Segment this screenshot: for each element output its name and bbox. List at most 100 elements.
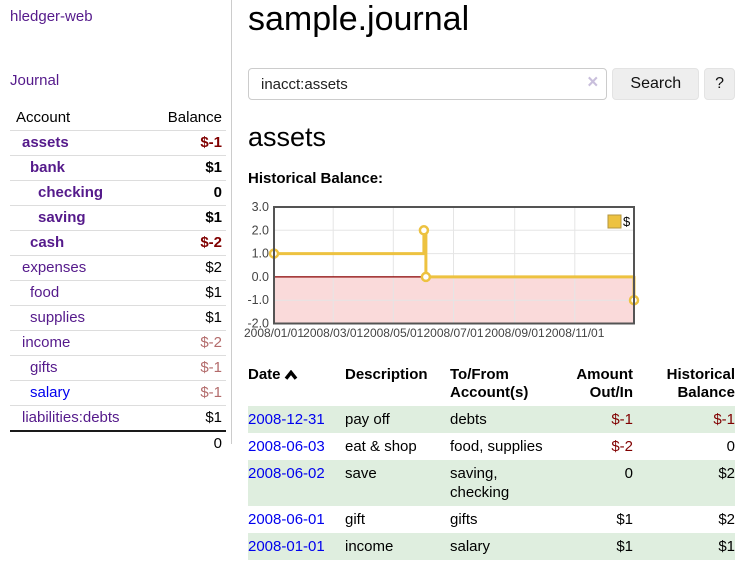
register-row: 2008-01-01 income salary $1 $1 (248, 533, 735, 560)
app-brand-link[interactable]: hledger-web (10, 8, 93, 25)
account-heading: assets (248, 122, 327, 152)
account-balance: 0 (147, 180, 226, 206)
account-link[interactable]: income (22, 334, 71, 351)
legend-swatch (607, 214, 622, 229)
x-tick-label: 2008/03/01 (303, 326, 363, 340)
register-accounts: gifts (450, 511, 478, 528)
account-row: salary $-1 (10, 380, 226, 406)
account-row: expenses $2 (10, 255, 226, 281)
search-button[interactable]: Search (612, 68, 700, 100)
account-link[interactable]: supplies (30, 309, 86, 326)
account-balance: $1 (147, 405, 226, 431)
register-col-description: Description (345, 366, 428, 383)
account-link[interactable]: cash (30, 234, 65, 251)
chart-border (273, 206, 635, 325)
account-row: food $1 (10, 280, 226, 306)
chart-svg: $2008/01/01 2008/03/01 2008/05/01 2008/07/0… (244, 200, 640, 340)
register-amount: $1 (616, 538, 633, 555)
account-link[interactable]: food (30, 284, 60, 301)
account-row: bank $1 (10, 155, 226, 181)
register-description: pay off (345, 411, 390, 428)
y-tick-label: -1.0 (247, 293, 269, 307)
data-point (418, 225, 430, 236)
register-accounts: salary (450, 538, 491, 555)
register-row: 2008-06-01 gift gifts $1 $2 (248, 506, 735, 533)
search-input[interactable] (248, 68, 608, 100)
register-balance: $1 (718, 538, 735, 555)
register-amount: $-2 (611, 438, 633, 455)
account-row: liabilities:debts $1 (10, 405, 226, 431)
register-amount: $-1 (611, 411, 633, 428)
x-tick-label: 2008/05/01 (363, 326, 423, 340)
legend-label: $ (623, 214, 631, 229)
account-balance: $-1 (147, 355, 226, 381)
accounts-header-account: Account (10, 106, 148, 131)
register-description: eat & shop (345, 438, 417, 455)
account-row: saving $1 (10, 205, 226, 231)
y-tick-label: 3.0 (252, 200, 269, 214)
account-link[interactable]: gifts (30, 359, 58, 376)
accounts-header-balance: Balance (147, 106, 226, 131)
account-row: income $-2 (10, 330, 226, 356)
register-table: Date Description To/From Account(s) Amount … (248, 360, 735, 560)
account-balance: $1 (147, 155, 226, 181)
register-row: 2008-06-03 eat & shop food, supplies $-2 0 (248, 433, 735, 460)
sort-asc-icon (284, 369, 297, 380)
x-tick-label: 2008/01/01 (244, 326, 304, 340)
register-col-amount: Amount Out/In (576, 366, 633, 401)
account-link[interactable]: checking (38, 184, 104, 201)
accounts-total-row: 0 (10, 430, 226, 456)
register-description: gift (345, 511, 366, 528)
sidebar: hledger-web Journal Account Balance asse… (0, 0, 232, 456)
register-date-link[interactable]: 2008-06-03 (248, 438, 325, 455)
help-button[interactable]: ? (704, 68, 735, 100)
app: hledger-web Journal Account Balance asse… (0, 0, 735, 560)
register-amount: $1 (616, 511, 633, 528)
register-date-link[interactable]: 2008-06-01 (248, 511, 325, 528)
account-balance: $-2 (147, 330, 226, 356)
account-link[interactable]: expenses (22, 259, 87, 276)
register-date-link[interactable]: 2008-06-02 (248, 465, 325, 482)
y-tick-label: -2.0 (247, 317, 269, 331)
register-description: income (345, 538, 394, 555)
register-row: 2008-12-31 pay off debts $-1 $-1 (248, 406, 735, 433)
register-col-date[interactable]: Date (248, 360, 345, 406)
search-bar: × Search ? (248, 68, 735, 100)
register-amount: 0 (624, 465, 633, 482)
x-tick-label: 2008/09/01 (485, 326, 545, 340)
register-balance: $-1 (713, 411, 735, 428)
account-balance: $1 (147, 280, 226, 306)
account-row: cash $-2 (10, 230, 226, 256)
register-accounts: saving, checking (450, 465, 510, 501)
y-tick-label: 1.0 (252, 247, 269, 261)
register-accounts: food, supplies (450, 438, 543, 455)
nav-journal-link[interactable]: Journal (10, 72, 60, 89)
register-date-link[interactable]: 2008-01-01 (248, 538, 325, 555)
account-balance: $-2 (147, 230, 226, 256)
account-row: supplies $1 (10, 305, 226, 331)
clear-search-icon[interactable]: × (587, 72, 599, 93)
register-col-historical: Historical Balance (666, 366, 735, 401)
register-balance: $2 (718, 511, 735, 528)
account-balance: $-1 (200, 134, 222, 151)
register-row: 2008-06-02 save saving, checking 0 $2 (248, 460, 735, 506)
account-link[interactable]: salary (30, 384, 71, 401)
account-link[interactable]: liabilities:debts (22, 409, 120, 426)
account-row: assets $-1 (10, 131, 226, 156)
register-description: save (345, 465, 377, 482)
account-link[interactable]: bank (30, 159, 66, 176)
page-title: sample.journal (248, 0, 470, 38)
account-link[interactable]: saving (38, 209, 86, 226)
x-tick-label: 2008/11/01 (545, 326, 604, 340)
account-balance: $2 (147, 255, 226, 281)
chart-title: Historical Balance: (248, 170, 384, 187)
x-tick-label: 2008/07/01 (423, 326, 483, 340)
account-link[interactable]: assets (22, 134, 69, 151)
main-content: sample.journal × Search ? assets Histori… (244, 0, 735, 560)
account-row: gifts $-1 (10, 355, 226, 381)
y-tick-label: 0.0 (252, 270, 269, 284)
y-tick-label: 2.0 (252, 223, 269, 237)
data-point (420, 271, 432, 283)
register-date-link[interactable]: 2008-12-31 (248, 411, 325, 428)
accounts-table: Account Balance assets $-1 bank $1 checking 0… (10, 106, 226, 456)
